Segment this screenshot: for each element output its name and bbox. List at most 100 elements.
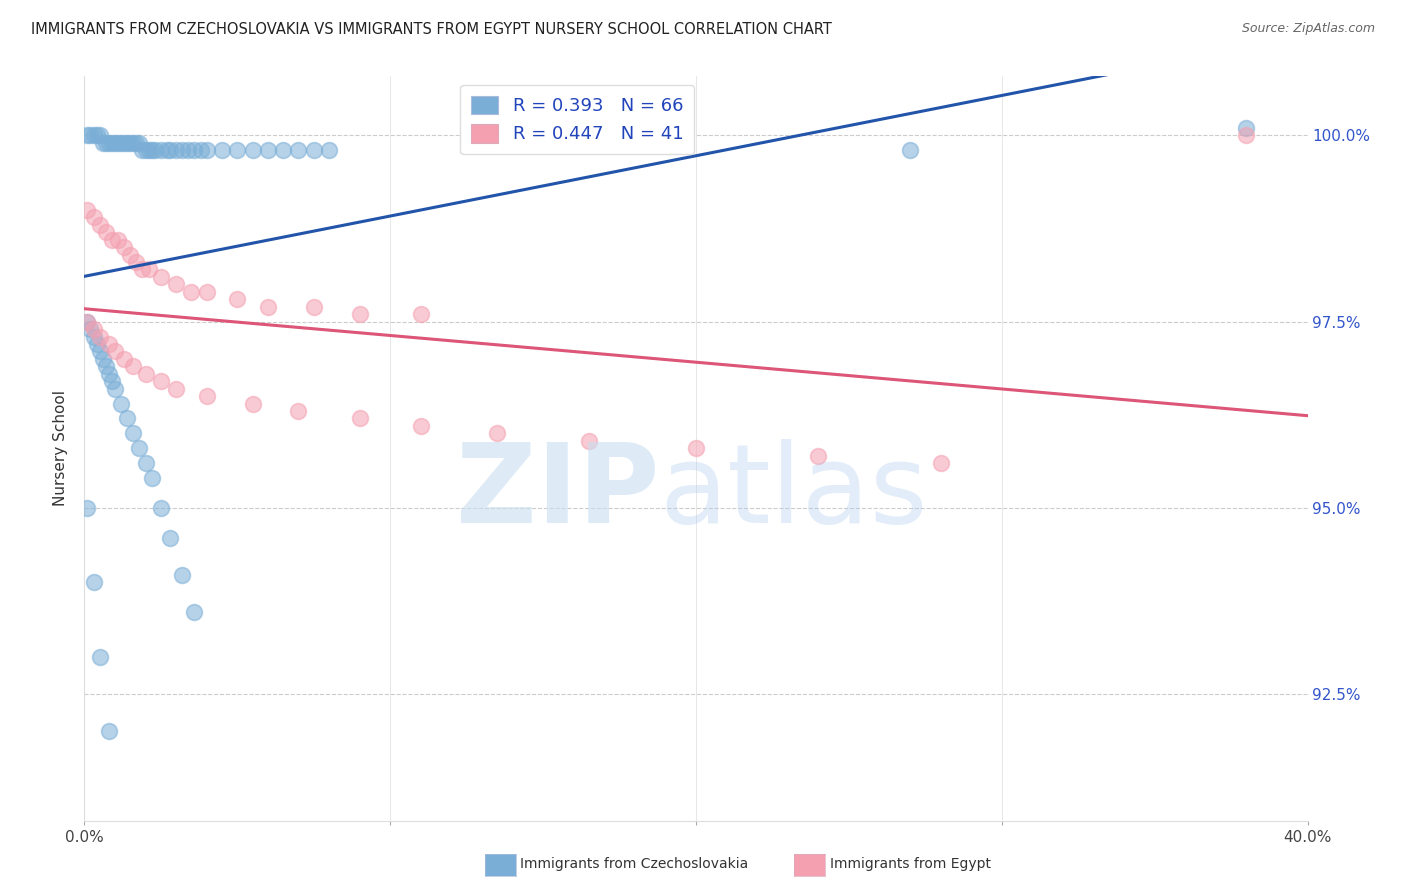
Point — [97, 337, 120, 351]
Point — [79, 128, 101, 143]
Point — [1236, 120, 1258, 135]
Point — [302, 144, 325, 158]
Point — [1236, 128, 1258, 143]
Point — [83, 128, 105, 143]
Y-axis label: Nursery School: Nursery School — [53, 390, 69, 507]
Point — [120, 136, 142, 150]
Point — [110, 396, 132, 410]
Point — [190, 144, 212, 158]
Point — [125, 136, 148, 150]
Point — [104, 136, 127, 150]
Point — [135, 456, 157, 470]
Point — [149, 269, 172, 284]
Point — [165, 382, 187, 396]
Point — [131, 262, 153, 277]
Point — [76, 315, 98, 329]
Point — [195, 389, 218, 403]
Point — [83, 575, 105, 590]
Point — [115, 411, 138, 425]
Point — [89, 344, 111, 359]
Point — [89, 329, 111, 343]
Point — [107, 233, 129, 247]
Point — [97, 367, 120, 381]
Text: atlas: atlas — [659, 440, 928, 547]
Point — [83, 329, 105, 343]
Point — [486, 426, 509, 441]
Point — [86, 337, 108, 351]
Point — [159, 531, 181, 545]
Point — [149, 374, 172, 388]
Point — [76, 202, 98, 217]
Text: Immigrants from Czechoslovakia: Immigrants from Czechoslovakia — [520, 857, 748, 871]
Point — [112, 351, 135, 366]
Point — [91, 136, 114, 150]
Point — [101, 374, 124, 388]
Point — [271, 144, 294, 158]
Point — [76, 500, 98, 515]
Point — [807, 449, 830, 463]
Point — [409, 307, 432, 321]
Point — [101, 136, 124, 150]
Point — [138, 262, 160, 277]
Legend: R = 0.393   N = 66, R = 0.447   N = 41: R = 0.393 N = 66, R = 0.447 N = 41 — [460, 85, 695, 154]
Point — [165, 144, 187, 158]
Point — [97, 724, 120, 739]
Point — [302, 300, 325, 314]
Point — [349, 411, 371, 425]
Point — [76, 128, 98, 143]
Point — [122, 136, 145, 150]
Point — [104, 382, 127, 396]
Text: IMMIGRANTS FROM CZECHOSLOVAKIA VS IMMIGRANTS FROM EGYPT NURSERY SCHOOL CORRELATI: IMMIGRANTS FROM CZECHOSLOVAKIA VS IMMIGR… — [31, 22, 832, 37]
Point — [318, 144, 340, 158]
Point — [195, 144, 218, 158]
Point — [104, 344, 127, 359]
Point — [122, 426, 145, 441]
Point — [409, 418, 432, 433]
Point — [76, 315, 98, 329]
Point — [143, 144, 166, 158]
Point — [257, 144, 280, 158]
Point — [131, 144, 153, 158]
Text: Source: ZipAtlas.com: Source: ZipAtlas.com — [1241, 22, 1375, 36]
Point — [122, 359, 145, 374]
Point — [94, 225, 117, 239]
Point — [287, 404, 309, 418]
Text: ZIP: ZIP — [456, 440, 659, 547]
Point — [177, 144, 200, 158]
Point — [125, 255, 148, 269]
Point — [112, 240, 135, 254]
Point — [94, 359, 117, 374]
Point — [79, 322, 101, 336]
Point — [195, 285, 218, 299]
Point — [89, 649, 111, 664]
Point — [135, 367, 157, 381]
Point — [685, 442, 707, 456]
Point — [89, 218, 111, 232]
Point — [86, 128, 108, 143]
Point — [287, 144, 309, 158]
Point — [94, 136, 117, 150]
Point — [141, 144, 163, 158]
Point — [172, 144, 194, 158]
Point — [165, 277, 187, 292]
Point — [226, 293, 249, 307]
Point — [110, 136, 132, 150]
Point — [183, 144, 205, 158]
Point — [211, 144, 233, 158]
Point — [898, 144, 921, 158]
Point — [120, 247, 142, 261]
Point — [83, 211, 105, 225]
Point — [89, 128, 111, 143]
Point — [128, 136, 150, 150]
Point — [183, 605, 205, 619]
Point — [172, 567, 194, 582]
Point — [156, 144, 179, 158]
Point — [112, 136, 135, 150]
Point — [257, 300, 280, 314]
Point — [180, 285, 202, 299]
Point — [97, 136, 120, 150]
Point — [578, 434, 600, 448]
Point — [929, 456, 952, 470]
Point — [107, 136, 129, 150]
Point — [226, 144, 249, 158]
